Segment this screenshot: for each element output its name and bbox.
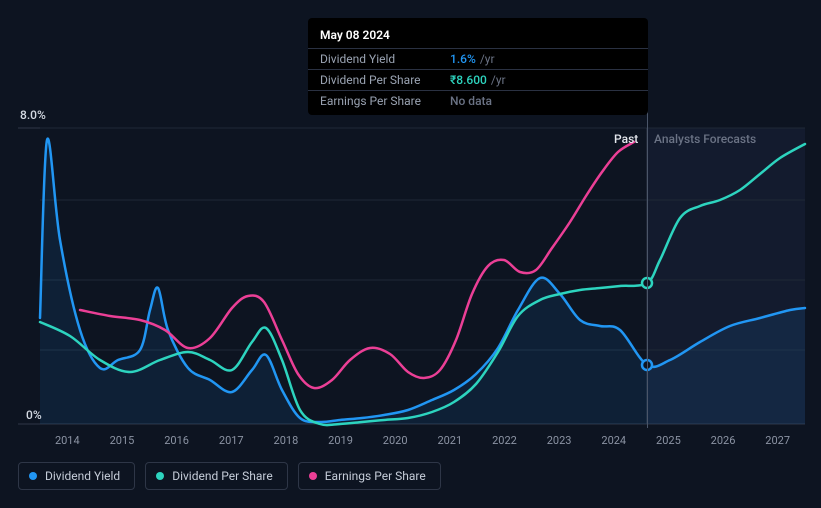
tooltip-value: ₹8.600 [450,73,487,87]
tooltip-row: Dividend Yield 1.6% /yr [308,48,648,69]
x-axis-label: 2016 [164,434,189,447]
tooltip-value: 1.6% [450,52,476,66]
tooltip-label: Dividend Per Share [320,73,450,87]
legend-label: Dividend Per Share [172,469,273,483]
legend-item-dividend-yield[interactable]: Dividend Yield [18,462,135,490]
chart-legend: Dividend Yield Dividend Per Share Earnin… [18,462,441,490]
legend-dot [309,472,317,480]
y-axis-max-label: 8.0% [20,108,46,122]
x-axis-label: 2027 [765,434,790,447]
tooltip-value: No data [450,94,492,108]
x-axis-label: 2019 [328,434,353,447]
x-axis-label: 2022 [492,434,517,447]
tooltip-row: Earnings Per Share No data [308,90,648,111]
x-axis-label: 2026 [711,434,736,447]
past-section-label: Past [614,132,638,146]
legend-item-dividend-per-share[interactable]: Dividend Per Share [145,462,288,490]
x-axis-label: 2015 [110,434,135,447]
legend-label: Earnings Per Share [325,469,426,483]
x-axis-label: 2017 [219,434,244,447]
legend-dot [156,472,164,480]
x-axis-label: 2020 [383,434,408,447]
x-axis-label: 2023 [547,434,572,447]
tooltip-label: Dividend Yield [320,52,450,66]
legend-item-earnings-per-share[interactable]: Earnings Per Share [298,462,441,490]
hover-line [647,100,648,428]
tooltip-suffix: /yr [480,52,495,66]
tooltip-row: Dividend Per Share ₹8.600 /yr [308,69,648,90]
x-axis-label: 2021 [437,434,462,447]
tooltip-suffix: /yr [491,73,506,87]
x-axis-label: 2024 [601,434,626,447]
chart-tooltip: May 08 2024 Dividend Yield 1.6% /yr Divi… [308,18,648,115]
y-axis-min-label: 0% [26,408,42,422]
tooltip-label: Earnings Per Share [320,94,450,108]
x-axis-label: 2014 [55,434,80,447]
legend-label: Dividend Yield [45,469,120,483]
x-axis-label: 2025 [656,434,681,447]
legend-dot [29,472,37,480]
x-axis-label: 2018 [274,434,299,447]
tooltip-date: May 08 2024 [308,26,648,48]
forecast-section-label: Analysts Forecasts [654,132,756,146]
